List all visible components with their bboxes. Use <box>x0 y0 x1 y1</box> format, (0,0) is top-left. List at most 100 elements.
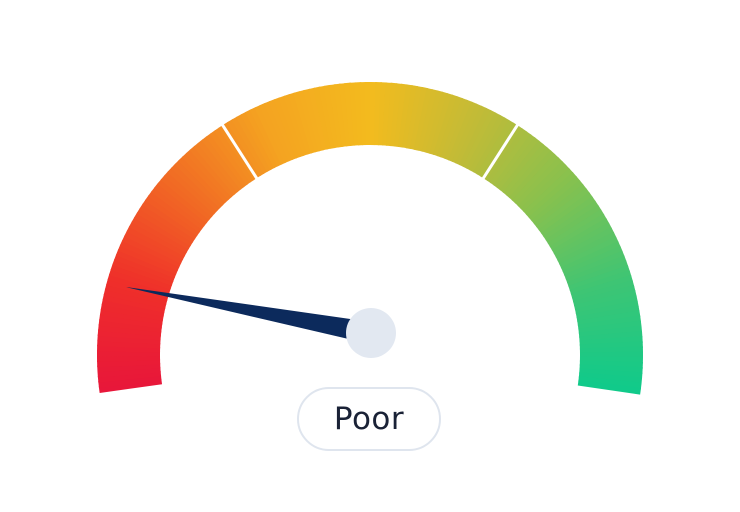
arc-slice <box>421 90 444 153</box>
arc-slice <box>126 225 186 261</box>
arc-slice <box>117 244 179 275</box>
arc-slice <box>163 170 216 218</box>
arc-slice <box>333 83 348 147</box>
arc-slice <box>121 234 182 268</box>
arc-slice <box>557 231 617 265</box>
arc-slice <box>476 119 515 177</box>
arc-slice <box>436 96 464 158</box>
arc-slice <box>502 143 548 196</box>
arc-slice <box>493 133 536 189</box>
arc-slice <box>108 268 171 294</box>
arc-slice <box>455 105 488 166</box>
arc-slice <box>97 371 162 383</box>
arc-slice <box>528 175 581 222</box>
arc-slice <box>227 118 265 177</box>
arc-slice <box>245 109 279 169</box>
arc-slice <box>540 196 597 238</box>
arc-slice <box>578 320 642 334</box>
arc-slice <box>139 203 196 243</box>
arc-slice <box>577 310 641 326</box>
arc-slice <box>447 101 478 163</box>
arc-slice <box>562 245 623 276</box>
arc-slice <box>565 255 627 284</box>
arc-slice <box>106 278 169 302</box>
arc-slice <box>566 260 629 288</box>
arc-slice <box>303 88 324 152</box>
arc-slice <box>293 91 317 154</box>
arc-slice <box>115 249 177 279</box>
arc-slice <box>185 149 233 201</box>
arc-slice <box>214 127 255 183</box>
arc-slice <box>240 111 276 171</box>
arc-slice <box>136 207 194 247</box>
arc-slice <box>533 183 587 228</box>
arc-slice <box>572 284 636 307</box>
arc-slice <box>575 300 639 318</box>
arc-slice <box>235 113 272 173</box>
arc-slice <box>98 375 162 388</box>
arc-slice <box>536 187 591 231</box>
arc-slice <box>499 140 544 194</box>
arc-slice <box>574 295 638 315</box>
arc-slice <box>170 163 221 212</box>
arc-slice <box>571 279 635 303</box>
arc-slice <box>97 355 161 362</box>
arc-slice <box>520 164 571 213</box>
arc-slice <box>462 109 497 169</box>
arc-slice <box>201 136 245 190</box>
arc-slice <box>160 174 213 221</box>
arc-slice <box>543 200 599 241</box>
arc-slice <box>489 130 532 186</box>
arc-slice <box>551 218 610 255</box>
arc-slice <box>154 182 208 227</box>
arc-slice <box>288 92 313 155</box>
arc-slice <box>432 94 459 157</box>
segment-separators <box>219 121 521 182</box>
arc-slice <box>486 128 528 184</box>
arc-slice <box>181 152 230 203</box>
arc-slice <box>110 263 173 290</box>
arc-slice <box>451 103 483 164</box>
arc-slice <box>174 159 224 209</box>
arc-slice <box>189 145 236 198</box>
rating-label: Poor <box>333 401 405 437</box>
arc-slice <box>577 315 642 330</box>
arc-slice <box>469 114 506 173</box>
arc-slice <box>547 209 605 248</box>
arc-slice <box>523 168 574 216</box>
arc-slice <box>263 100 294 162</box>
arc-slice <box>119 239 180 272</box>
arc-slice <box>496 137 540 191</box>
arc-slice <box>483 125 524 182</box>
arc-slice <box>338 83 352 147</box>
arc-slice <box>559 236 619 269</box>
arc-slice <box>531 179 584 225</box>
arc-slice <box>231 116 269 175</box>
arc-slice <box>549 213 607 251</box>
arc-slice <box>112 258 174 286</box>
arc-slice <box>425 91 449 154</box>
arc-slice <box>222 121 262 179</box>
arc-slice <box>576 305 640 322</box>
arc-slice <box>133 212 192 250</box>
arc-slice <box>344 82 356 146</box>
arc-slice <box>98 378 163 393</box>
arc-slice <box>364 82 372 146</box>
arc-slice <box>545 204 602 244</box>
arc-slice <box>553 222 612 258</box>
arc-slice <box>205 132 248 188</box>
arc-slice <box>97 367 161 378</box>
arc-slice <box>308 87 328 151</box>
arc-slice <box>577 380 642 395</box>
arc-slice <box>473 117 510 175</box>
arc-slice <box>569 270 632 295</box>
arc-slice <box>323 84 340 149</box>
arc-slice <box>564 250 625 280</box>
arc-slice <box>505 146 552 199</box>
arc-slice <box>578 325 643 338</box>
arc-slice <box>328 84 344 148</box>
arc-slice <box>197 139 242 193</box>
arc-slice <box>193 142 239 195</box>
gauge-needle <box>125 286 374 344</box>
